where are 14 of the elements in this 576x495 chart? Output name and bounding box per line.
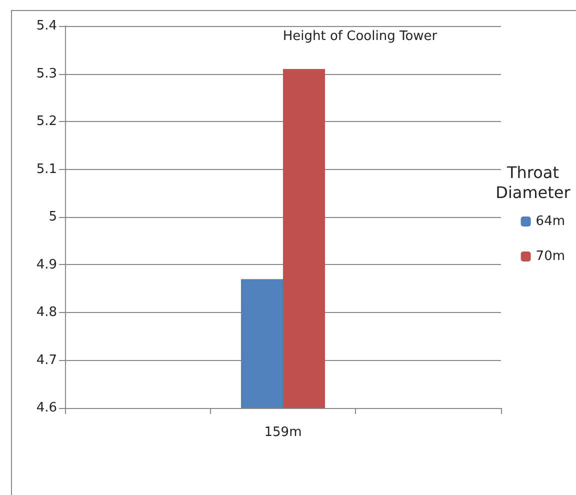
y-tick-label: 4.8 xyxy=(36,305,57,320)
x-tick-label: 159m xyxy=(264,425,302,440)
y-tick-label: 4.9 xyxy=(36,257,57,272)
legend-title: Throat Diameter xyxy=(494,163,572,203)
chart-title: Height of Cooling Tower xyxy=(282,29,438,44)
y-tick-label: 5 xyxy=(48,210,57,224)
y-tick-label: 4.6 xyxy=(36,400,57,416)
y-tick-label: 4.7 xyxy=(36,352,57,368)
legend-label: 70m xyxy=(536,249,566,264)
legend-label: 64m xyxy=(536,214,566,229)
y-tick-label: 5.1 xyxy=(36,162,57,177)
y-tick-label: 5.4 xyxy=(36,18,57,34)
y-tick-label: 5.2 xyxy=(36,114,57,129)
y-tick-label: 5.3 xyxy=(36,66,57,82)
